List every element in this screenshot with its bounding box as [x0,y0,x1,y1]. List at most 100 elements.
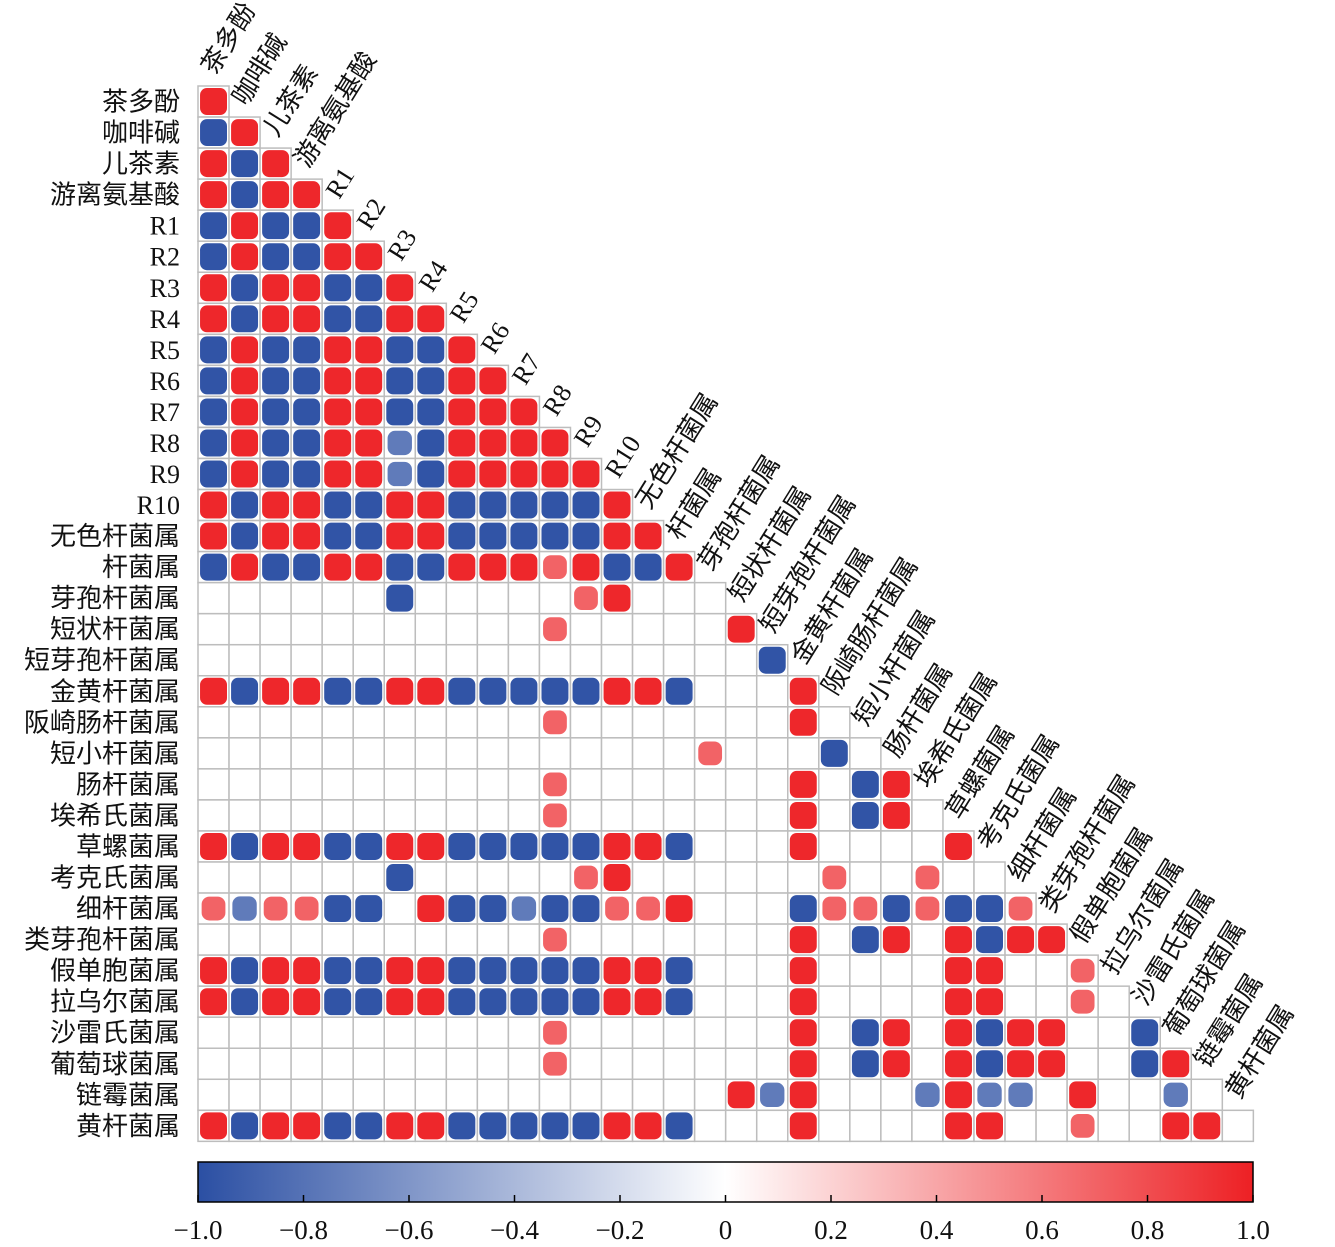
grid-cell [197,737,230,770]
correlation-marker [448,522,476,550]
grid-cell [259,1016,292,1049]
grid-cell [414,861,448,894]
colorbar-tick-label: 0.2 [814,1215,848,1245]
colorbar-tick-label: −0.8 [279,1215,328,1245]
grid-cell [818,1016,851,1049]
grid-cell [911,799,944,832]
correlation-marker [386,957,414,985]
grid-cell [507,861,541,894]
correlation-marker [976,1050,1004,1078]
grid-cell [631,737,665,770]
correlation-marker [976,895,1004,923]
correlation-marker [543,772,567,797]
grid-cell [352,1078,385,1112]
correlation-marker [386,274,414,302]
correlation-marker [915,865,940,890]
correlation-marker [1008,1082,1033,1107]
row-label: 拉乌尔菌属 [50,988,180,1017]
grid-cell [600,1016,634,1049]
grid-cell [693,768,727,801]
grid-cell [414,923,448,956]
correlation-marker [510,832,538,860]
grid-cell [476,706,510,739]
grid-cell [414,643,448,677]
row-label: 草螺菌属 [76,832,180,861]
grid-cell [849,861,882,894]
correlation-marker [293,553,321,581]
grid-cell [352,1047,385,1081]
correlation-marker [448,677,476,705]
correlation-marker [448,336,476,364]
grid-cell [290,923,323,956]
grid-cell [755,737,789,770]
correlation-marker [822,865,847,890]
correlation-marker [448,491,476,519]
grid-cell [724,799,758,832]
grid-cell [476,643,510,677]
grid-cell [693,1109,727,1143]
grid-cell [631,799,665,832]
grid-cell [321,1078,354,1112]
correlation-marker [1131,1019,1159,1047]
correlation-marker [262,212,290,240]
grid-cell [197,799,230,832]
grid-cell [414,737,448,770]
correlation-marker [634,988,662,1016]
grid-cell [849,954,882,987]
correlation-marker [262,677,290,705]
grid-cell [445,799,479,832]
grid-cell [321,1047,354,1081]
grid-cell [352,706,385,739]
correlation-marker [574,586,598,611]
grid-cell [259,643,292,677]
correlation-marker [231,150,259,178]
grid-cell [228,737,261,770]
grid-cell [880,954,913,987]
correlation-marker [200,119,228,147]
grid-cell [290,706,323,739]
correlation-marker [603,957,631,985]
correlation-marker [665,553,693,581]
row-label: R6 [150,367,180,396]
correlation-marker [417,957,445,985]
row-label: 链霉菌属 [76,1081,180,1110]
grid-cell [631,768,665,801]
correlation-marker [231,305,259,333]
correlation-marker [355,832,383,860]
grid-cell [662,861,696,894]
grid-cell [352,799,385,832]
grid-cell [259,799,292,832]
correlation-marker [448,895,476,923]
grid-cell [445,768,479,801]
correlation-marker [200,181,228,209]
correlation-marker [976,1019,1004,1047]
correlation-marker [262,398,290,426]
grid-cell [662,737,696,770]
correlation-marker [882,801,910,829]
grid-cell [787,861,820,894]
correlation-marker [510,398,538,426]
row-label: R3 [150,274,180,303]
grid-cell [724,1016,758,1049]
grid-cell [228,706,261,739]
correlation-marker [510,988,538,1016]
correlation-marker [510,491,538,519]
grid-cell [414,1047,448,1081]
row-label: 金黄杆菌属 [50,677,180,706]
correlation-marker [510,522,538,550]
correlation-marker [882,1050,910,1078]
correlation-marker [355,429,383,457]
correlation-marker [355,336,383,364]
row-label: 类芽孢杆菌属 [24,926,180,955]
grid-cell [818,923,851,956]
correlation-marker [789,895,817,923]
correlation-marker [324,491,352,519]
grid-cell [693,954,727,987]
grid-cell [507,612,541,646]
correlation-marker [293,460,321,488]
correlation-marker [1193,1112,1221,1140]
correlation-marker [789,926,817,954]
correlation-marker [200,88,228,116]
correlation-marker [355,398,383,426]
row-label: 茶多酚 [102,88,180,117]
